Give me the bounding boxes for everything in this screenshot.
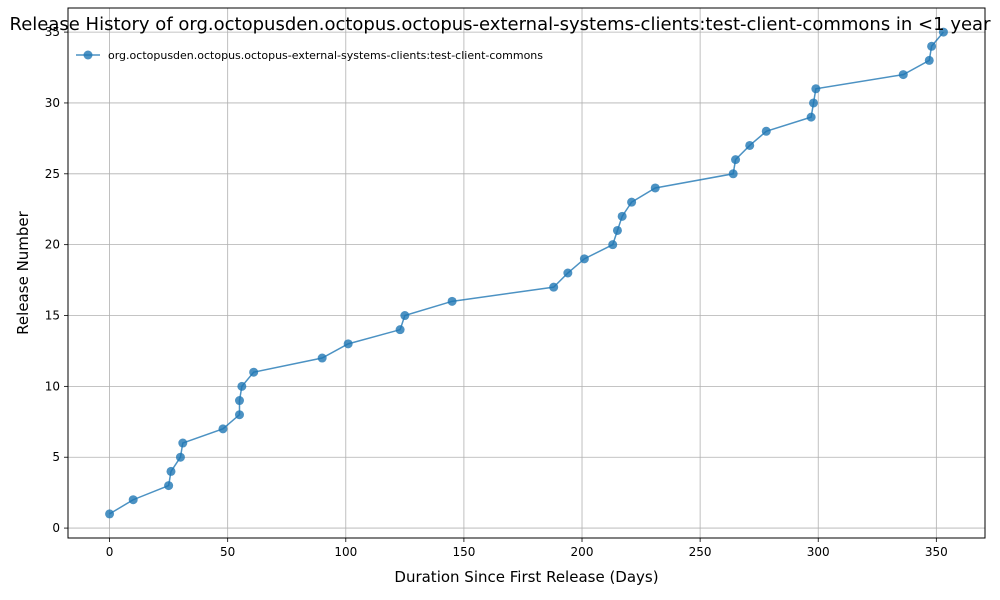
data-point	[924, 55, 934, 65]
x-axis-label: Duration Since First Release (Days)	[394, 568, 658, 586]
data-point	[237, 381, 247, 391]
x-tick-label: 300	[807, 545, 830, 559]
legend-entry-label: org.octopusden.octopus.octopus-external-…	[108, 49, 543, 62]
data-point	[175, 452, 185, 462]
x-tick-label: 50	[220, 545, 235, 559]
x-tick-label: 100	[334, 545, 357, 559]
data-point	[728, 169, 738, 179]
data-point	[927, 41, 937, 51]
x-tick-label: 150	[452, 545, 475, 559]
data-point	[128, 495, 138, 505]
data-point	[627, 197, 637, 207]
y-tick-label: 15	[45, 309, 60, 323]
y-tick-label: 30	[45, 96, 60, 110]
data-point	[447, 296, 457, 306]
data-point	[650, 183, 660, 193]
y-tick-label: 0	[52, 521, 60, 535]
data-point	[745, 140, 755, 150]
y-axis-label: Release Number	[14, 210, 32, 334]
data-point	[617, 211, 627, 221]
data-point	[898, 70, 908, 80]
y-ticks: 0 5 10 15 20 25 30 35	[45, 25, 68, 535]
data-point	[218, 424, 228, 434]
data-point	[563, 268, 573, 278]
data-point	[343, 339, 353, 349]
data-point	[166, 466, 176, 476]
x-tick-label: 200	[571, 545, 594, 559]
data-point	[806, 112, 816, 122]
data-point	[105, 509, 115, 519]
data-point	[612, 225, 622, 235]
data-point	[249, 367, 259, 377]
data-point	[395, 325, 405, 335]
data-point	[400, 311, 410, 321]
data-point	[178, 438, 188, 448]
legend-marker-swatch	[83, 50, 93, 60]
x-tick-label: 250	[689, 545, 712, 559]
y-tick-label: 25	[45, 167, 60, 181]
y-tick-label: 5	[52, 450, 60, 464]
data-point	[938, 27, 948, 37]
y-tick-label: 10	[45, 379, 60, 393]
legend: org.octopusden.octopus.octopus-external-…	[76, 49, 543, 62]
data-point	[731, 155, 741, 165]
data-point	[761, 126, 771, 136]
x-ticks: 0 50 100 150 200 250 300 350	[106, 538, 948, 559]
data-point	[809, 98, 819, 108]
data-point	[579, 254, 589, 264]
data-point	[234, 396, 244, 406]
data-point	[549, 282, 559, 292]
y-tick-label: 35	[45, 25, 60, 39]
grid-lines	[68, 8, 985, 538]
plot-frame	[67, 7, 986, 539]
x-tick-label: 350	[925, 545, 948, 559]
x-tick-label: 0	[106, 545, 114, 559]
data-point	[317, 353, 327, 363]
chart-title: Release History of org.octopusden.octopu…	[10, 14, 992, 35]
y-tick-label: 20	[45, 238, 60, 252]
data-point	[164, 481, 174, 491]
data-point	[608, 240, 618, 250]
data-point	[811, 84, 821, 94]
data-point	[234, 410, 244, 420]
series-layer	[105, 27, 948, 519]
